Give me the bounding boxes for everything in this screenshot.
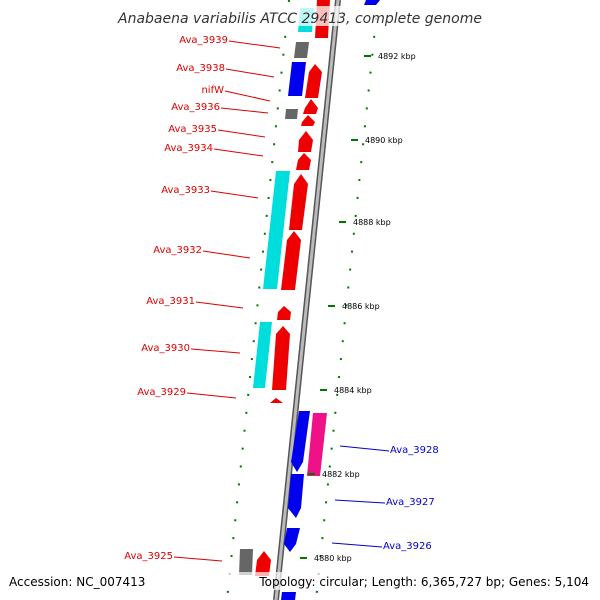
red-gene — [281, 231, 301, 290]
gene-label-leader — [217, 129, 266, 138]
gene-label: Ava_3931 — [146, 296, 195, 307]
gene-label: Ava_3928 — [390, 445, 439, 456]
title-backdrop — [118, 6, 482, 26]
grey-gene — [294, 42, 309, 58]
gene-label-leader — [190, 348, 241, 354]
cyan-block — [253, 322, 272, 388]
tick-label: 4888 kbp — [353, 218, 391, 227]
tick-label: 4880 kbp — [314, 554, 352, 563]
red-gene — [298, 131, 313, 152]
gene-label: nifW — [201, 85, 224, 96]
gene-label-leader — [228, 40, 281, 49]
blue-gene — [364, 0, 380, 5]
gene-label-leader — [339, 445, 390, 452]
gene-labels: Ava_3939 Ava_3938 nifW Ava_3936 Ava_3935 Ava_… — [124, 35, 439, 562]
gene-label: Ava_3935 — [168, 124, 217, 135]
red-gene — [272, 326, 290, 390]
red-gene — [303, 99, 318, 114]
gene-label: Ava_3929 — [137, 387, 186, 398]
gene-label: Ava_3932 — [153, 245, 202, 256]
tick-label: 4886 kbp — [342, 302, 380, 311]
grey-genes — [239, 42, 309, 575]
gene-label-leader — [213, 148, 264, 157]
backbone — [273, 0, 341, 600]
red-gene — [255, 551, 271, 576]
gene-label-leader — [334, 499, 386, 504]
gene-label: Ava_3939 — [179, 35, 228, 46]
magenta-features — [307, 413, 327, 476]
red-gene — [289, 174, 308, 230]
grey-gene — [239, 549, 253, 575]
gene-label-leader — [224, 90, 271, 102]
gene-label-leader — [195, 301, 244, 309]
gene-label-leader — [220, 107, 269, 114]
blue-gene — [281, 592, 296, 600]
gene-label-leader — [331, 542, 383, 548]
red-gene — [301, 115, 315, 126]
gene-label: Ava_3925 — [124, 551, 173, 562]
magenta-block — [307, 413, 327, 476]
blue-gene — [288, 474, 304, 518]
blue-genes — [281, 0, 380, 600]
red-genes — [255, 0, 330, 576]
cyan-block — [263, 171, 290, 289]
gene-label-leader — [173, 556, 223, 562]
red-gene — [270, 398, 283, 403]
gene-label: Ava_3930 — [141, 343, 190, 354]
blue-gene — [284, 528, 300, 552]
gene-label-leader — [210, 190, 259, 199]
grey-gene — [285, 109, 298, 119]
gene-label-leader — [186, 392, 237, 399]
tick-label: 4892 kbp — [378, 52, 416, 61]
scale-ticks: 4892 kbp 4890 kbp 4888 kbp 4886 kbp 4884 kbp… — [300, 52, 416, 563]
gc-track-inner — [226, 0, 290, 600]
map-title: Anabaena variabilis ATCC 29413, complete… — [117, 11, 482, 27]
accession-text: Accession: NC_007413 — [9, 575, 145, 589]
red-gene — [305, 64, 322, 98]
footer-backdrop — [5, 572, 595, 590]
gene-label: Ava_3938 — [176, 63, 225, 74]
gene-label: Ava_3934 — [164, 143, 213, 154]
red-gene — [296, 153, 311, 170]
gene-label: Ava_3933 — [161, 185, 210, 196]
blue-gene — [288, 62, 306, 96]
gene-label: Ava_3936 — [171, 102, 220, 113]
blue-gene — [291, 411, 310, 472]
gene-label: Ava_3927 — [386, 497, 435, 508]
gene-label: Ava_3926 — [383, 541, 432, 552]
gene-label-leader — [202, 250, 251, 259]
tick-label: 4890 kbp — [365, 136, 403, 145]
topology-text: Topology: circular; Length: 6,365,727 bp… — [258, 575, 589, 589]
red-gene — [277, 306, 291, 320]
tick-label: 4882 kbp — [322, 470, 360, 479]
gene-label-leader — [225, 68, 275, 78]
gc-track-outer — [315, 0, 379, 600]
tick-label: 4884 kbp — [334, 386, 372, 395]
